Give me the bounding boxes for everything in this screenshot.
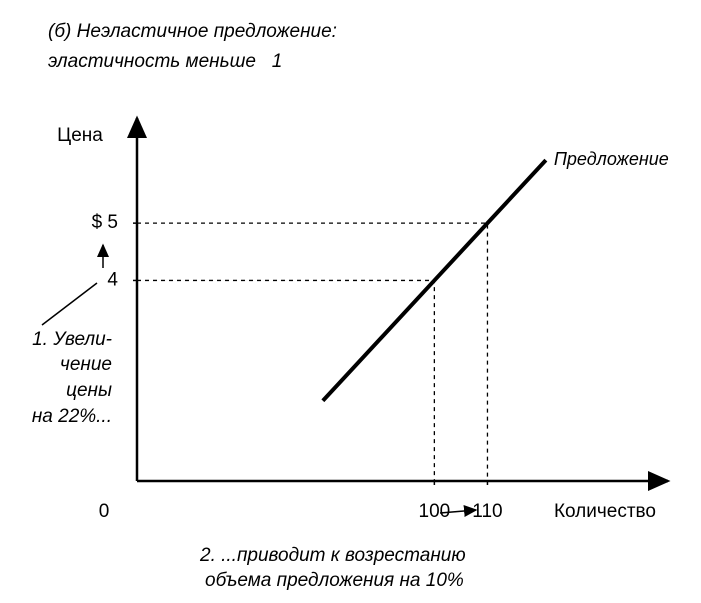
guide-line xyxy=(137,222,489,481)
y-tick-label: $ 5 xyxy=(92,212,118,233)
x-tick-label: 100 xyxy=(419,501,451,522)
pointer-line xyxy=(41,282,98,326)
annotation: 1. Увели- xyxy=(32,329,112,350)
legend-label: Предложение xyxy=(554,149,669,169)
supply-line xyxy=(321,158,548,403)
origin-label: 0 xyxy=(99,501,110,522)
y-tick-label: 4 xyxy=(107,269,118,290)
annotation: чение xyxy=(60,354,112,375)
chart-title: (б) Неэластичное предложение: xyxy=(48,21,337,42)
chart-subtitle: эластичность меньше 1 xyxy=(48,51,282,72)
y-axis-label: Цена xyxy=(57,125,103,146)
x-axis-label: Количество xyxy=(554,501,656,522)
guide-line xyxy=(137,279,436,481)
annotation: на 22%... xyxy=(32,406,112,427)
annotation: объема предложения на 10% xyxy=(205,570,464,591)
x-tick-label: 110 xyxy=(472,501,502,522)
quantity-arrow xyxy=(439,505,478,517)
annotation: 2. ...приводит к возрестанию xyxy=(199,545,466,566)
annotation: цены xyxy=(66,380,112,401)
